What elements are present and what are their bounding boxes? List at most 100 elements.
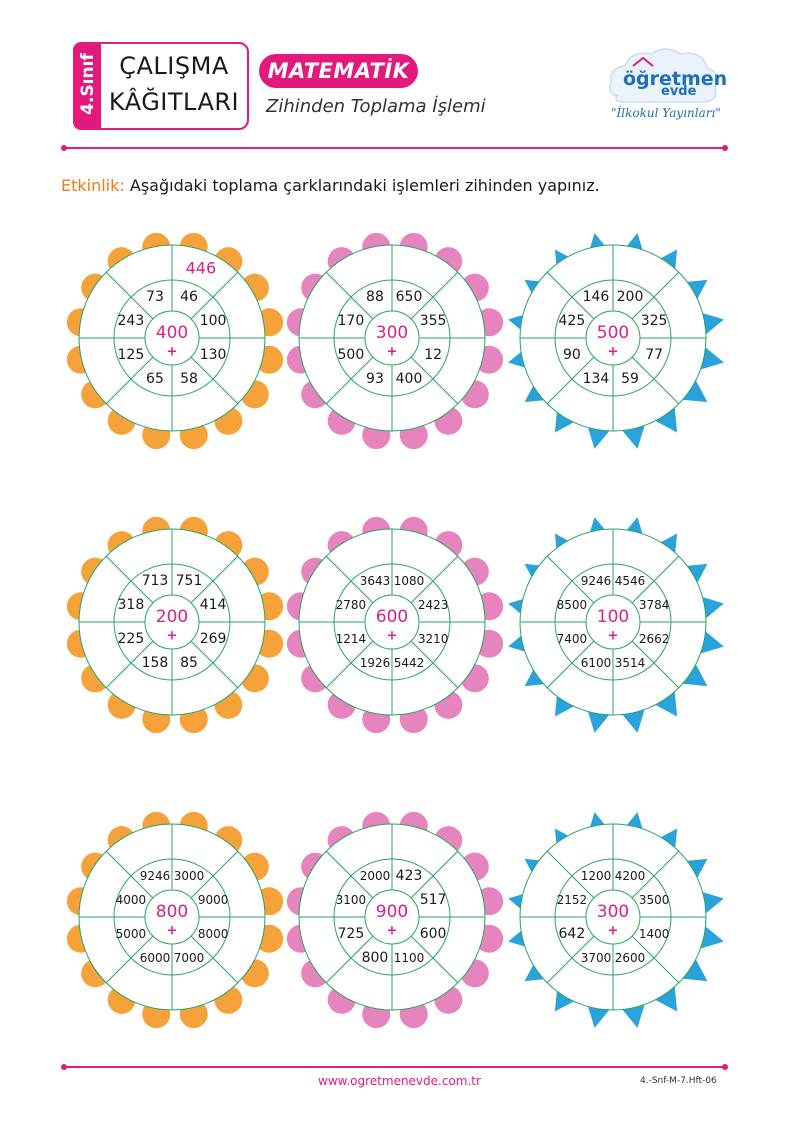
addend-number: 46 — [180, 288, 198, 305]
addend-number: 9246 — [139, 868, 171, 883]
spoke — [631, 356, 680, 405]
spoke — [631, 271, 680, 320]
spoke — [546, 850, 595, 899]
center-number: 400 — [155, 323, 189, 343]
inner-ring — [364, 310, 420, 366]
petal — [681, 958, 708, 982]
middle-ring — [554, 563, 672, 681]
plus-sign: + — [607, 628, 619, 644]
addend-number: 325 — [640, 312, 668, 329]
addend-number: 8500 — [556, 597, 588, 612]
header-divider — [64, 147, 725, 149]
addend-number: 5442 — [393, 656, 425, 671]
addend-number: 425 — [558, 312, 586, 329]
middle-ring — [113, 279, 231, 397]
spoke — [105, 356, 154, 405]
spoke — [410, 935, 459, 984]
spoke — [105, 850, 154, 899]
addend-number: 500 — [337, 347, 365, 364]
spoke — [325, 850, 374, 899]
spoke — [190, 356, 239, 405]
center-number: 500 — [596, 323, 630, 343]
center-number: 200 — [155, 607, 189, 627]
spoke — [105, 640, 154, 689]
addend-number: 517 — [419, 891, 447, 908]
middle-ring — [554, 279, 672, 397]
addend-number: 146 — [582, 288, 610, 305]
spoke — [325, 356, 374, 405]
publisher-logo: öğretmen evde "İlkokul Yayınları" — [603, 44, 727, 132]
spoke — [410, 555, 459, 604]
addend-number: 1214 — [335, 632, 367, 647]
addend-number: 269 — [199, 631, 227, 648]
addend-number: 134 — [582, 371, 610, 388]
center-number: 900 — [375, 902, 409, 922]
spoke — [546, 555, 595, 604]
addend-number: 2000 — [359, 868, 391, 883]
plus-sign: + — [607, 344, 619, 360]
addend-number: 3784 — [638, 597, 670, 612]
spoke — [190, 271, 239, 320]
spoke — [325, 271, 374, 320]
spoke — [410, 271, 459, 320]
inner-ring — [144, 594, 200, 650]
addend-number: 85 — [180, 655, 198, 672]
footer-url[interactable]: www.ogretmenevde.com.tr — [318, 1074, 481, 1088]
addition-wheel: 4200 3500 1400 2600 3700 642 2152 1200 300 + — [508, 812, 724, 1028]
addition-wheel: 1080 2423 3210 5442 1926 1214 2780 3643 600 + — [286, 516, 504, 734]
inner-ring — [585, 594, 641, 650]
addend-number: 318 — [117, 596, 145, 613]
addend-number: 77 — [645, 347, 664, 364]
logo-tagline: "İlkokul Yayınları" — [611, 106, 721, 120]
wheel-graphic — [286, 811, 504, 1029]
middle-ring — [113, 563, 231, 681]
plus-sign: + — [386, 628, 398, 644]
spoke — [631, 850, 680, 899]
inner-ring — [585, 889, 641, 945]
addend-number: 3700 — [580, 951, 612, 966]
plus-sign: + — [386, 344, 398, 360]
worksheet-title-box: ÇALIŞMA KÂĞITLARI — [99, 42, 249, 130]
divider-dot — [722, 1064, 728, 1070]
spoke — [631, 935, 680, 984]
addend-number: 4000 — [115, 892, 147, 907]
addend-number: 3514 — [614, 656, 646, 671]
addend-number: 12 — [424, 347, 443, 364]
logo-text-2: evde — [661, 84, 697, 99]
addend-number: 58 — [180, 371, 198, 388]
addend-number: 243 — [117, 312, 145, 329]
divider-dot — [722, 145, 728, 151]
addend-number: 100 — [199, 312, 227, 329]
center-number: 300 — [375, 323, 409, 343]
divider-dot — [61, 1064, 67, 1070]
addend-number: 355 — [419, 312, 447, 329]
addend-number: 6000 — [139, 951, 171, 966]
middle-ring — [333, 858, 451, 976]
addend-number: 59 — [621, 371, 639, 388]
plus-sign: + — [166, 628, 178, 644]
spoke — [410, 640, 459, 689]
spoke — [325, 935, 374, 984]
spoke — [325, 555, 374, 604]
subject-badge: MATEMATİK — [259, 54, 418, 88]
addend-number: 2662 — [638, 632, 670, 647]
addend-number: 170 — [337, 312, 365, 329]
addend-number: 3210 — [417, 632, 449, 647]
addend-number: 225 — [117, 631, 145, 648]
addend-number: 8000 — [197, 927, 229, 942]
wheel-graphic — [66, 516, 284, 734]
center-number: 800 — [155, 902, 189, 922]
addend-number: 9000 — [197, 892, 229, 907]
wheel-graphic — [66, 232, 284, 450]
spoke — [105, 555, 154, 604]
addend-number: 65 — [146, 371, 164, 388]
addend-number: 1200 — [580, 868, 612, 883]
addition-wheel: 3000 9000 8000 7000 6000 5000 4000 9246 800 + — [66, 811, 284, 1029]
addend-number: 1400 — [638, 927, 670, 942]
inner-ring — [585, 310, 641, 366]
spoke — [190, 640, 239, 689]
inner-ring — [144, 310, 200, 366]
instruction: Etkinlik: Aşağıdaki toplama çarklarındak… — [61, 176, 600, 195]
addend-number: 3500 — [638, 892, 670, 907]
petal — [654, 690, 678, 717]
